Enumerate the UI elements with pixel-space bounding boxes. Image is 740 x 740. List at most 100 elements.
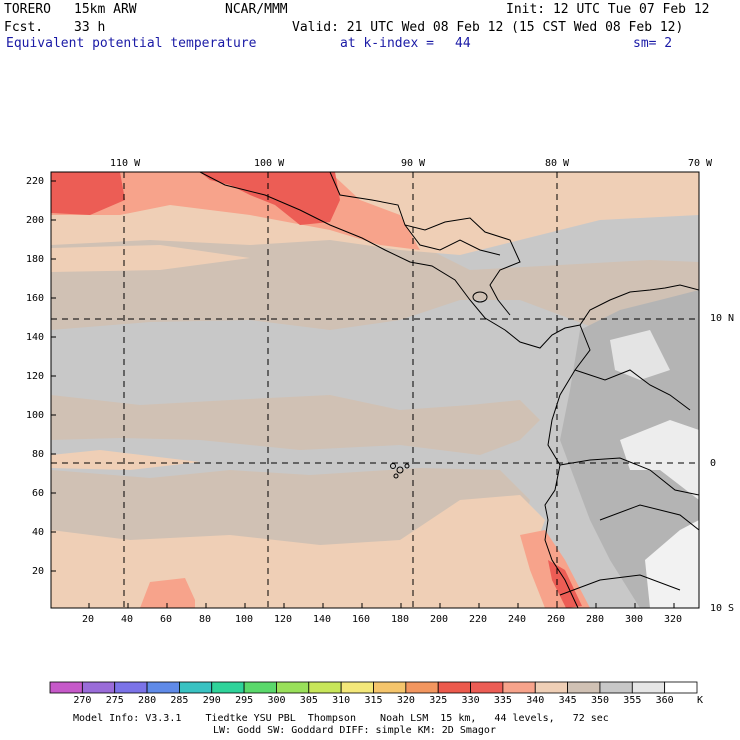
- x-tick-label: 200: [430, 614, 449, 625]
- y-tick-label: 180: [25, 254, 44, 265]
- y-tick-label: 20: [31, 566, 44, 577]
- center-name: NCAR/MMM: [225, 2, 288, 17]
- colorbar-swatch: [534, 681, 568, 694]
- coastline-south-america-pacific: [544, 324, 591, 608]
- galapagos-island-3: [404, 463, 410, 469]
- border-peru-bolivia: [559, 574, 681, 596]
- colorbar-level-label: 290: [202, 695, 221, 706]
- lon-label-110w: 110 W: [110, 158, 141, 169]
- lon-label-80w: 80 W: [545, 158, 570, 169]
- colorbar: [49, 681, 698, 694]
- x-tick-label: 260: [547, 614, 566, 625]
- field-band-330-mexico: [200, 172, 340, 225]
- colorbar-swatch: [146, 681, 180, 694]
- colorbar-level-label: 345: [558, 695, 577, 706]
- colorbar-level-label: 315: [364, 695, 383, 706]
- y-tick-label: 80: [31, 449, 44, 460]
- lat-label-10s: 10 S: [710, 603, 735, 614]
- x-tick-label: 100: [235, 614, 254, 625]
- lon-label-90w: 90 W: [401, 158, 426, 169]
- x-tick-label: 240: [508, 614, 527, 625]
- x-tick-label: 300: [625, 614, 644, 625]
- lon-label-100w: 100 W: [254, 158, 285, 169]
- colorbar-swatch: [276, 681, 310, 694]
- axis-ticks: [51, 180, 675, 608]
- colorbar-level-label: 300: [267, 695, 286, 706]
- x-tick-label: 160: [352, 614, 371, 625]
- y-tick-label: 40: [31, 527, 44, 538]
- x-tick-label: 280: [586, 614, 605, 625]
- colorbar-swatch: [178, 681, 213, 694]
- colorbar-swatch: [502, 681, 536, 694]
- field-band-340-gulf: [51, 245, 250, 272]
- lake-nicaragua: [472, 291, 488, 303]
- lon-label-70w: 70 W: [688, 158, 713, 169]
- colorbar-unit: K: [697, 695, 704, 706]
- colorbar-swatch: [405, 681, 439, 694]
- colorbar-level-label: 340: [526, 695, 545, 706]
- colorbar-swatch: [340, 681, 374, 694]
- y-tick-label: 160: [25, 293, 44, 304]
- lat-lon-grid: [51, 172, 699, 608]
- galapagos-island-2: [396, 466, 404, 474]
- colorbar-level-label: 355: [623, 695, 642, 706]
- colorbar-level-label: 270: [73, 695, 92, 706]
- galapagos-island-4: [393, 473, 399, 479]
- colorbar-swatch: [114, 681, 148, 694]
- x-tick-label: 220: [469, 614, 488, 625]
- border-colombia-north: [574, 369, 691, 411]
- field-title: Equivalent potential temperature: [6, 36, 257, 51]
- x-tick-label: 40: [121, 614, 134, 625]
- x-tick-label: 180: [391, 614, 410, 625]
- colorbar-swatch: [49, 681, 83, 694]
- colorbar-level-label: 280: [138, 695, 157, 706]
- colorbar-level-label: 275: [105, 695, 124, 706]
- colorbar-swatch: [437, 681, 471, 694]
- x-tick-label: 140: [313, 614, 332, 625]
- colorbar-level-label: 335: [493, 695, 512, 706]
- y-tick-label: 100: [25, 410, 44, 421]
- model-name: TORERO: [4, 2, 51, 17]
- forecast-hours: 33 h: [74, 20, 106, 35]
- border-peru-brazil: [599, 504, 699, 531]
- border-guatemala: [404, 224, 501, 256]
- level-label: at k-index =: [340, 36, 434, 51]
- coastline-central-america-pacific: [199, 172, 699, 349]
- colorbar-level-label: 360: [655, 695, 674, 706]
- x-tick-label: 320: [664, 614, 683, 625]
- coastlines: [199, 172, 699, 608]
- x-tick-label: 80: [199, 614, 212, 625]
- colorbar-swatch: [308, 681, 342, 694]
- lat-label-10n: 10 N: [710, 313, 735, 324]
- colorbar-swatch: [243, 681, 277, 694]
- y-tick-label: 120: [25, 371, 44, 382]
- field-band-345-equator: [51, 395, 540, 455]
- field-band-335-spot: [140, 578, 195, 608]
- colorbar-swatch: [373, 681, 407, 694]
- init-time: Init: 12 UTC Tue 07 Feb 12: [506, 2, 710, 17]
- forecast-label: Fcst.: [4, 20, 44, 35]
- y-tick-label: 140: [25, 332, 44, 343]
- colorbar-swatch: [631, 681, 666, 694]
- field-band-330-west: [51, 172, 125, 215]
- colorbar-level-label: 350: [590, 695, 609, 706]
- map-frame: [50, 171, 700, 609]
- colorbar-level-label: 330: [461, 695, 480, 706]
- colorbar-swatch: [599, 681, 633, 694]
- colorbar-level-label: 310: [332, 695, 351, 706]
- colorbar-level-label: 320: [396, 695, 415, 706]
- smoothing-label: sm= 2: [633, 36, 673, 51]
- colorbar-swatch: [470, 681, 504, 694]
- colorbar-swatch: [567, 681, 601, 694]
- model-info-line-2: LW: Godd SW: Goddard DIFF: simple KM: 2D…: [213, 725, 496, 736]
- valid-time: Valid: 21 UTC Wed 08 Feb 12 (15 CST Wed …: [292, 20, 684, 35]
- coastline-yucatan-caribbean: [329, 172, 521, 316]
- field-band-360-north: [610, 330, 670, 380]
- model-info-line-1: Model Info: V3.3.1 Tiedtke YSU PBL Thomp…: [73, 713, 609, 724]
- y-tick-label: 60: [31, 488, 44, 499]
- colorbar-level-label: 325: [429, 695, 448, 706]
- colorbar-level-label: 285: [170, 695, 189, 706]
- field-band-360-equator: [620, 420, 699, 500]
- level-value: 44: [455, 36, 471, 51]
